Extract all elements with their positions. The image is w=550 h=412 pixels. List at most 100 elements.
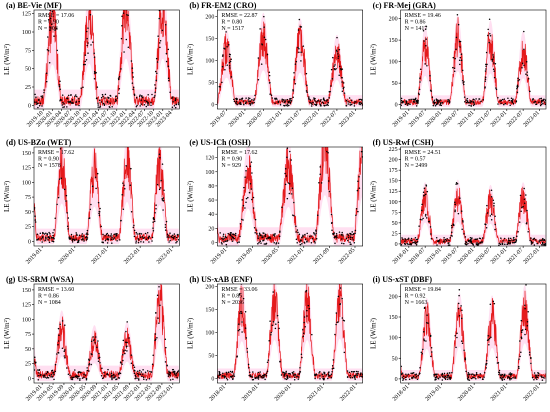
observed-point: [342, 319, 345, 322]
observed-point: [164, 229, 167, 231]
observed-point: [355, 370, 358, 373]
observed-point: [222, 235, 225, 237]
observed-point: [465, 370, 467, 373]
observed-point: [291, 193, 293, 195]
observed-point: [459, 46, 461, 48]
x-tick-label: 2020-01: [457, 384, 475, 402]
observed-point: [135, 242, 137, 244]
observed-point: [415, 238, 418, 241]
observed-point: [528, 354, 531, 356]
observed-point: [96, 346, 98, 348]
observed-point: [169, 379, 172, 381]
observed-point: [324, 112, 326, 114]
observed-point: [34, 93, 36, 96]
observed-point: [243, 186, 245, 189]
observed-point: [164, 338, 167, 341]
observed-point: [101, 367, 103, 370]
observed-point: [97, 106, 99, 108]
x-tick-label: 2019-09: [236, 247, 254, 265]
observed-point: [260, 376, 262, 378]
observed-point: [53, 378, 55, 381]
observed-point: [417, 92, 420, 95]
observed-point: [78, 234, 81, 237]
observed-point: [306, 275, 308, 277]
observed-point: [494, 228, 496, 231]
observed-point: [439, 376, 441, 378]
observed-point: [286, 156, 288, 159]
observed-point: [232, 375, 234, 377]
observed-point: [475, 372, 478, 374]
observed-point: [464, 100, 466, 103]
observed-point: [125, 38, 128, 41]
observed-point: [490, 219, 493, 221]
observed-point: [166, 233, 169, 236]
observed-point: [63, 355, 66, 357]
observed-point: [429, 89, 432, 92]
observed-point: [232, 378, 234, 380]
x-tick-label: 2022-01: [523, 247, 541, 265]
observed-point: [138, 373, 140, 376]
observed-point: [58, 334, 60, 337]
observed-point: [138, 379, 140, 381]
stats-line: R = 0.90: [38, 157, 59, 163]
observed-point: [306, 91, 308, 93]
observed-point: [111, 242, 113, 244]
observed-point: [228, 43, 230, 46]
observed-point: [485, 63, 487, 66]
observed-point: [44, 376, 46, 379]
observed-point: [126, 13, 128, 16]
x-tick-label: 2018-01: [392, 384, 410, 402]
observed-point: [530, 362, 532, 365]
observed-point: [237, 329, 240, 332]
observed-point: [222, 233, 225, 235]
observed-point: [90, 340, 93, 342]
observed-point: [454, 203, 456, 206]
observed-point: [472, 104, 475, 107]
observed-point: [91, 185, 94, 187]
observed-point: [254, 232, 256, 234]
stats-line: RMSE = 19.46: [405, 13, 441, 19]
observed-point: [349, 238, 352, 240]
observed-point: [165, 346, 167, 349]
observed-point: [77, 241, 80, 243]
observed-point: [415, 100, 418, 103]
observed-point: [425, 25, 427, 28]
stats-line: R = 0.57: [405, 157, 426, 163]
observed-point: [519, 340, 521, 342]
observed-point: [174, 372, 176, 374]
observed-point: [226, 64, 228, 66]
observed-point: [354, 101, 356, 103]
observed-point: [172, 368, 175, 371]
x-tick-label: 2020-01: [274, 384, 292, 402]
observed-point: [360, 102, 362, 104]
observed-point: [353, 375, 356, 378]
predicted-series-line: [217, 147, 362, 244]
observed-point: [148, 241, 150, 243]
observed-point: [304, 326, 306, 328]
observed-point: [35, 96, 37, 98]
observed-point: [135, 240, 138, 242]
observed-point: [167, 48, 170, 51]
observed-point: [352, 233, 354, 236]
observed-point: [473, 103, 476, 105]
observed-point: [61, 347, 64, 350]
observed-point: [327, 104, 329, 107]
observed-point: [251, 102, 253, 104]
observed-point: [133, 229, 136, 232]
observed-point: [509, 378, 511, 381]
observed-point: [419, 372, 421, 375]
observed-point: [220, 241, 223, 244]
observed-point: [275, 323, 277, 325]
stats-line: RMSE = 17.62: [221, 150, 257, 156]
observed-point: [140, 371, 143, 373]
observed-point: [67, 94, 70, 97]
observed-point: [319, 103, 322, 105]
observed-point: [229, 375, 232, 378]
axes-frame: [33, 146, 180, 247]
observed-point: [271, 324, 274, 326]
observed-point: [57, 340, 60, 342]
observed-point: [68, 237, 71, 239]
observed-point: [147, 94, 149, 96]
observed-point: [309, 99, 312, 101]
observed-point: [111, 374, 113, 377]
